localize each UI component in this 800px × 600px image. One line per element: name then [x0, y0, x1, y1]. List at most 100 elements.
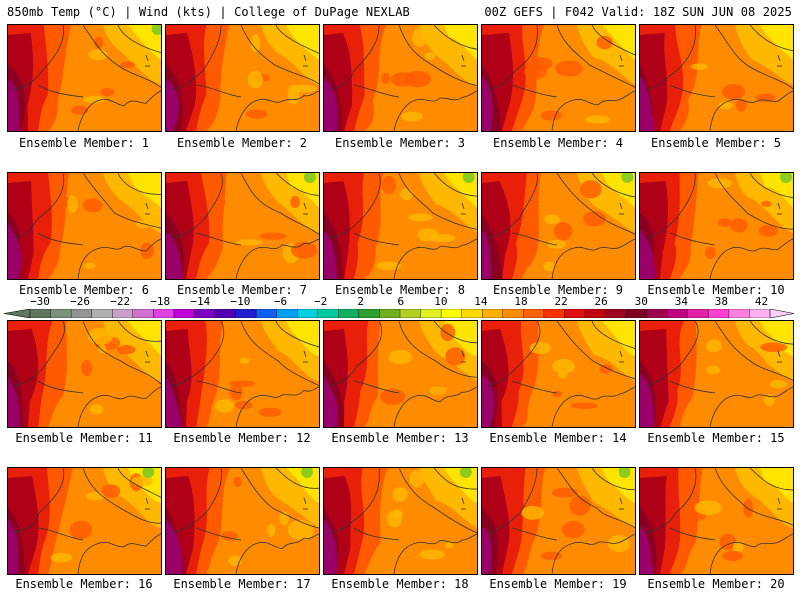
- colorbar-swatch: [502, 309, 524, 318]
- ensemble-map-panel: [165, 24, 320, 132]
- temperature-field-map: [482, 321, 635, 427]
- ensemble-member-label: Ensemble Member: 7: [176, 283, 308, 297]
- colorbar-swatch: [708, 309, 730, 318]
- ensemble-member-label: Ensemble Member: 15: [647, 431, 785, 445]
- ensemble-map-panel: [639, 172, 794, 280]
- colorbar-swatch: [399, 309, 422, 318]
- colorbar-swatch: [584, 309, 607, 318]
- ensemble-member-label: Ensemble Member: 19: [489, 577, 627, 591]
- temperature-field-map: [482, 468, 635, 574]
- colorbar-swatch: [338, 309, 360, 318]
- temperature-field-map: [640, 173, 793, 279]
- temperature-field-map: [482, 173, 635, 279]
- temperature-field-map: [640, 321, 793, 427]
- colorbar-swatch: [749, 309, 771, 318]
- ensemble-map-panel: [165, 467, 320, 575]
- colorbar-swatch: [379, 309, 401, 318]
- colorbar-tick-label: −14: [190, 295, 211, 308]
- colorbar-tick-label: 38: [714, 295, 729, 308]
- ensemble-member-label: Ensemble Member: 4: [492, 136, 624, 150]
- ensemble-member-label: Ensemble Member: 6: [18, 283, 150, 297]
- ensemble-map-panel: [481, 172, 636, 280]
- temperature-field-map: [8, 321, 161, 427]
- ensemble-member-label: Ensemble Member: 2: [176, 136, 308, 150]
- colorbar-tick-label: −6: [273, 295, 288, 308]
- colorbar-swatch: [728, 309, 750, 318]
- temperature-field-map: [324, 173, 477, 279]
- colorbar-swatch: [255, 309, 278, 318]
- ensemble-member-label: Ensemble Member: 8: [334, 283, 466, 297]
- temperature-field-map: [324, 25, 477, 131]
- colorbar-swatch: [461, 309, 483, 318]
- colorbar-swatch: [564, 309, 586, 318]
- ensemble-map-panel: [481, 467, 636, 575]
- colorbar-swatch: [358, 309, 380, 318]
- colorbar-swatch: [173, 309, 195, 318]
- colorbar-tick-label: −18: [150, 295, 171, 308]
- colorbar-swatch: [317, 309, 339, 318]
- ensemble-map-panel: [323, 172, 478, 280]
- ensemble-member-label: Ensemble Member: 20: [647, 577, 785, 591]
- colorbar-tick-label: 34: [674, 295, 688, 308]
- ensemble-map-panel: [7, 320, 162, 428]
- temperature-field-map: [482, 25, 635, 131]
- ensemble-map-panel: [639, 24, 794, 132]
- colorbar-tick-label: 6: [397, 295, 405, 308]
- colorbar-tick-label: −22: [110, 295, 131, 308]
- colorbar-swatch: [482, 309, 504, 318]
- run-valid-time: 00Z GEFS | F042 Valid: 18Z SUN JUN 08 20…: [484, 5, 792, 19]
- temperature-field-map: [8, 173, 161, 279]
- colorbar-swatch: [543, 309, 565, 318]
- colorbar-tick-label: −2: [313, 295, 328, 308]
- ensemble-map-panel: [323, 320, 478, 428]
- colorbar-swatch: [276, 309, 298, 318]
- colorbar-swatch: [687, 309, 709, 318]
- colorbar-tick-label: 30: [634, 295, 648, 308]
- colorbar-swatch: [194, 309, 216, 318]
- temperature-field-map: [166, 321, 319, 427]
- ensemble-map-panel: [165, 172, 320, 280]
- colorbar-swatch: [132, 309, 154, 318]
- temperature-colorbar: [4, 309, 794, 318]
- colorbar-tick-label: −30: [30, 295, 50, 308]
- ensemble-member-label: Ensemble Member: 16: [15, 577, 153, 591]
- colorbar-swatch: [153, 309, 175, 318]
- temperature-field-map: [8, 25, 161, 131]
- colorbar-swatch: [523, 309, 545, 318]
- colorbar-max-arrow: [769, 309, 794, 318]
- colorbar-swatch: [29, 309, 52, 318]
- colorbar-tick-label: 42: [754, 295, 769, 308]
- ensemble-map-panel: [165, 320, 320, 428]
- ensemble-map-panel: [7, 467, 162, 575]
- colorbar-swatch: [50, 309, 72, 318]
- colorbar-min-arrow: [4, 309, 31, 318]
- colorbar-swatch: [667, 309, 689, 318]
- colorbar-swatch: [70, 309, 93, 318]
- ensemble-member-label: Ensemble Member: 13: [331, 431, 469, 445]
- colorbar-swatch: [112, 309, 134, 318]
- temperature-field-map: [166, 25, 319, 131]
- ensemble-member-label: Ensemble Member: 1: [18, 136, 150, 150]
- ensemble-member-label: Ensemble Member: 11: [15, 431, 153, 445]
- ensemble-member-label: Ensemble Member: 3: [334, 136, 466, 150]
- temperature-field-map: [166, 468, 319, 574]
- ensemble-member-label: Ensemble Member: 14: [489, 431, 627, 445]
- colorbar-swatch: [297, 309, 319, 318]
- colorbar-tick-label: 10: [434, 295, 448, 308]
- ensemble-member-label: Ensemble Member: 5: [650, 136, 782, 150]
- colorbar-swatch: [214, 309, 237, 318]
- colorbar-tick-label: 14: [474, 295, 488, 308]
- ensemble-map-panel: [481, 24, 636, 132]
- ensemble-member-label: Ensemble Member: 17: [173, 577, 311, 591]
- ensemble-map-panel: [639, 467, 794, 575]
- ensemble-map-panel: [639, 320, 794, 428]
- temperature-field-map: [640, 25, 793, 131]
- colorbar-tick-label: 2: [357, 295, 364, 308]
- colorbar-swatch: [235, 309, 257, 318]
- ensemble-map-panel: [7, 172, 162, 280]
- colorbar-tick-label: −10: [230, 295, 251, 308]
- temperature-field-map: [166, 173, 319, 279]
- colorbar-tick-label: −26: [70, 295, 91, 308]
- colorbar-swatch: [646, 309, 668, 318]
- colorbar-tick-label: 22: [554, 295, 568, 308]
